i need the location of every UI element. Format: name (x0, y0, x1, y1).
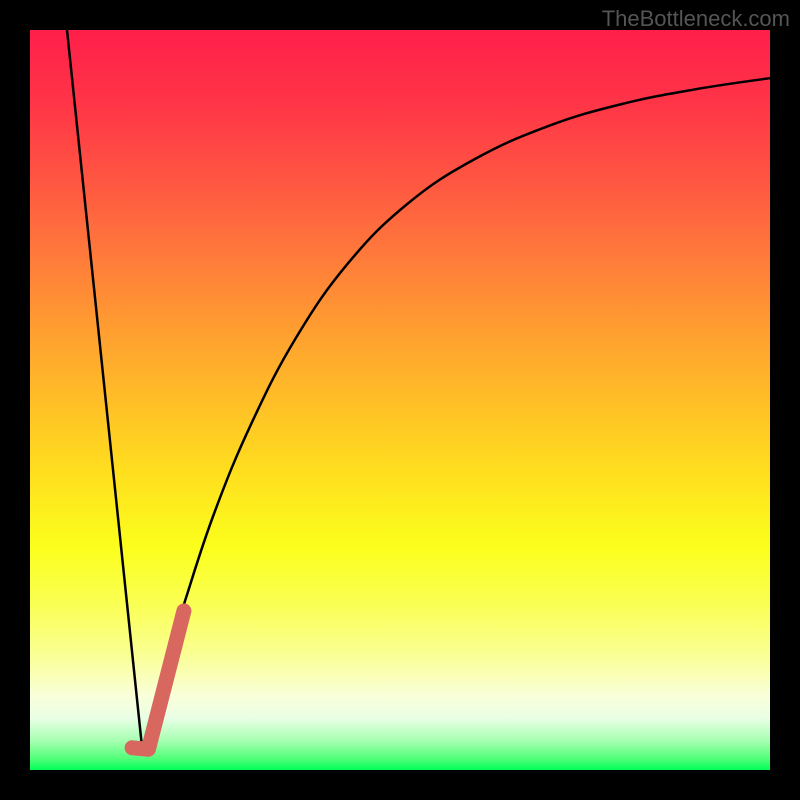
chart-svg (30, 30, 770, 770)
watermark-text: TheBottleneck.com (602, 6, 790, 32)
gradient-background (30, 30, 770, 770)
plot-area (30, 30, 770, 770)
chart-container: TheBottleneck.com (0, 0, 800, 800)
